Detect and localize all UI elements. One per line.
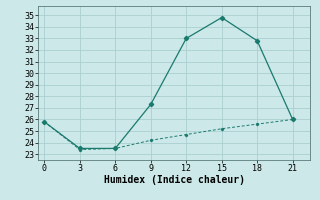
X-axis label: Humidex (Indice chaleur): Humidex (Indice chaleur)	[104, 175, 245, 185]
